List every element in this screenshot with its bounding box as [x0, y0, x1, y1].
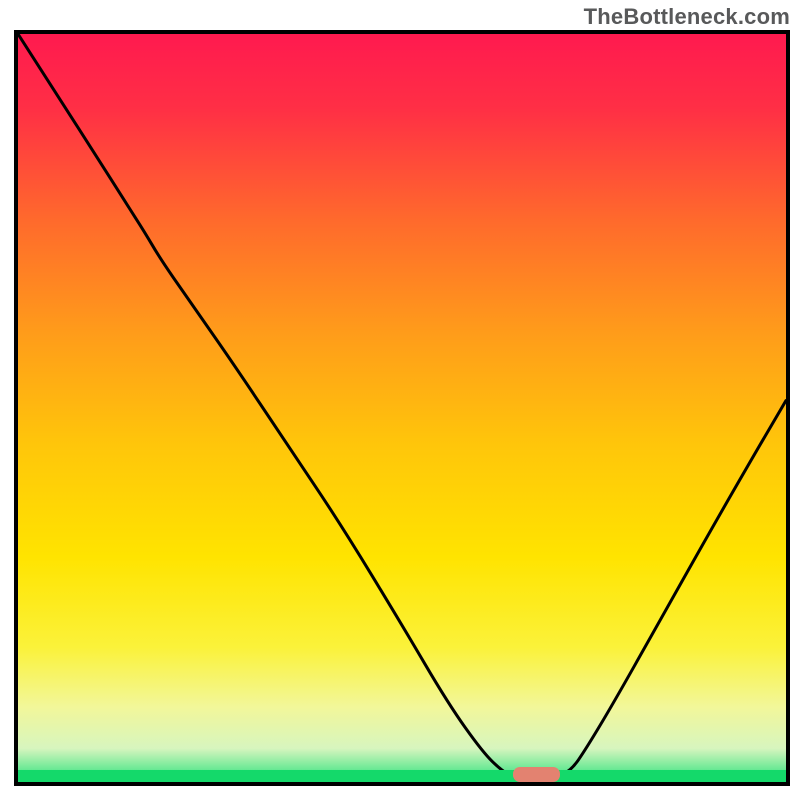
chart-line [18, 34, 786, 782]
chart-plot-area [14, 30, 790, 786]
chart-bottom-band [18, 770, 786, 782]
chart-minimum-marker [513, 767, 561, 782]
watermark-text: TheBottleneck.com [584, 4, 790, 30]
root: { "watermark": { "text": "TheBottleneck.… [0, 0, 800, 800]
